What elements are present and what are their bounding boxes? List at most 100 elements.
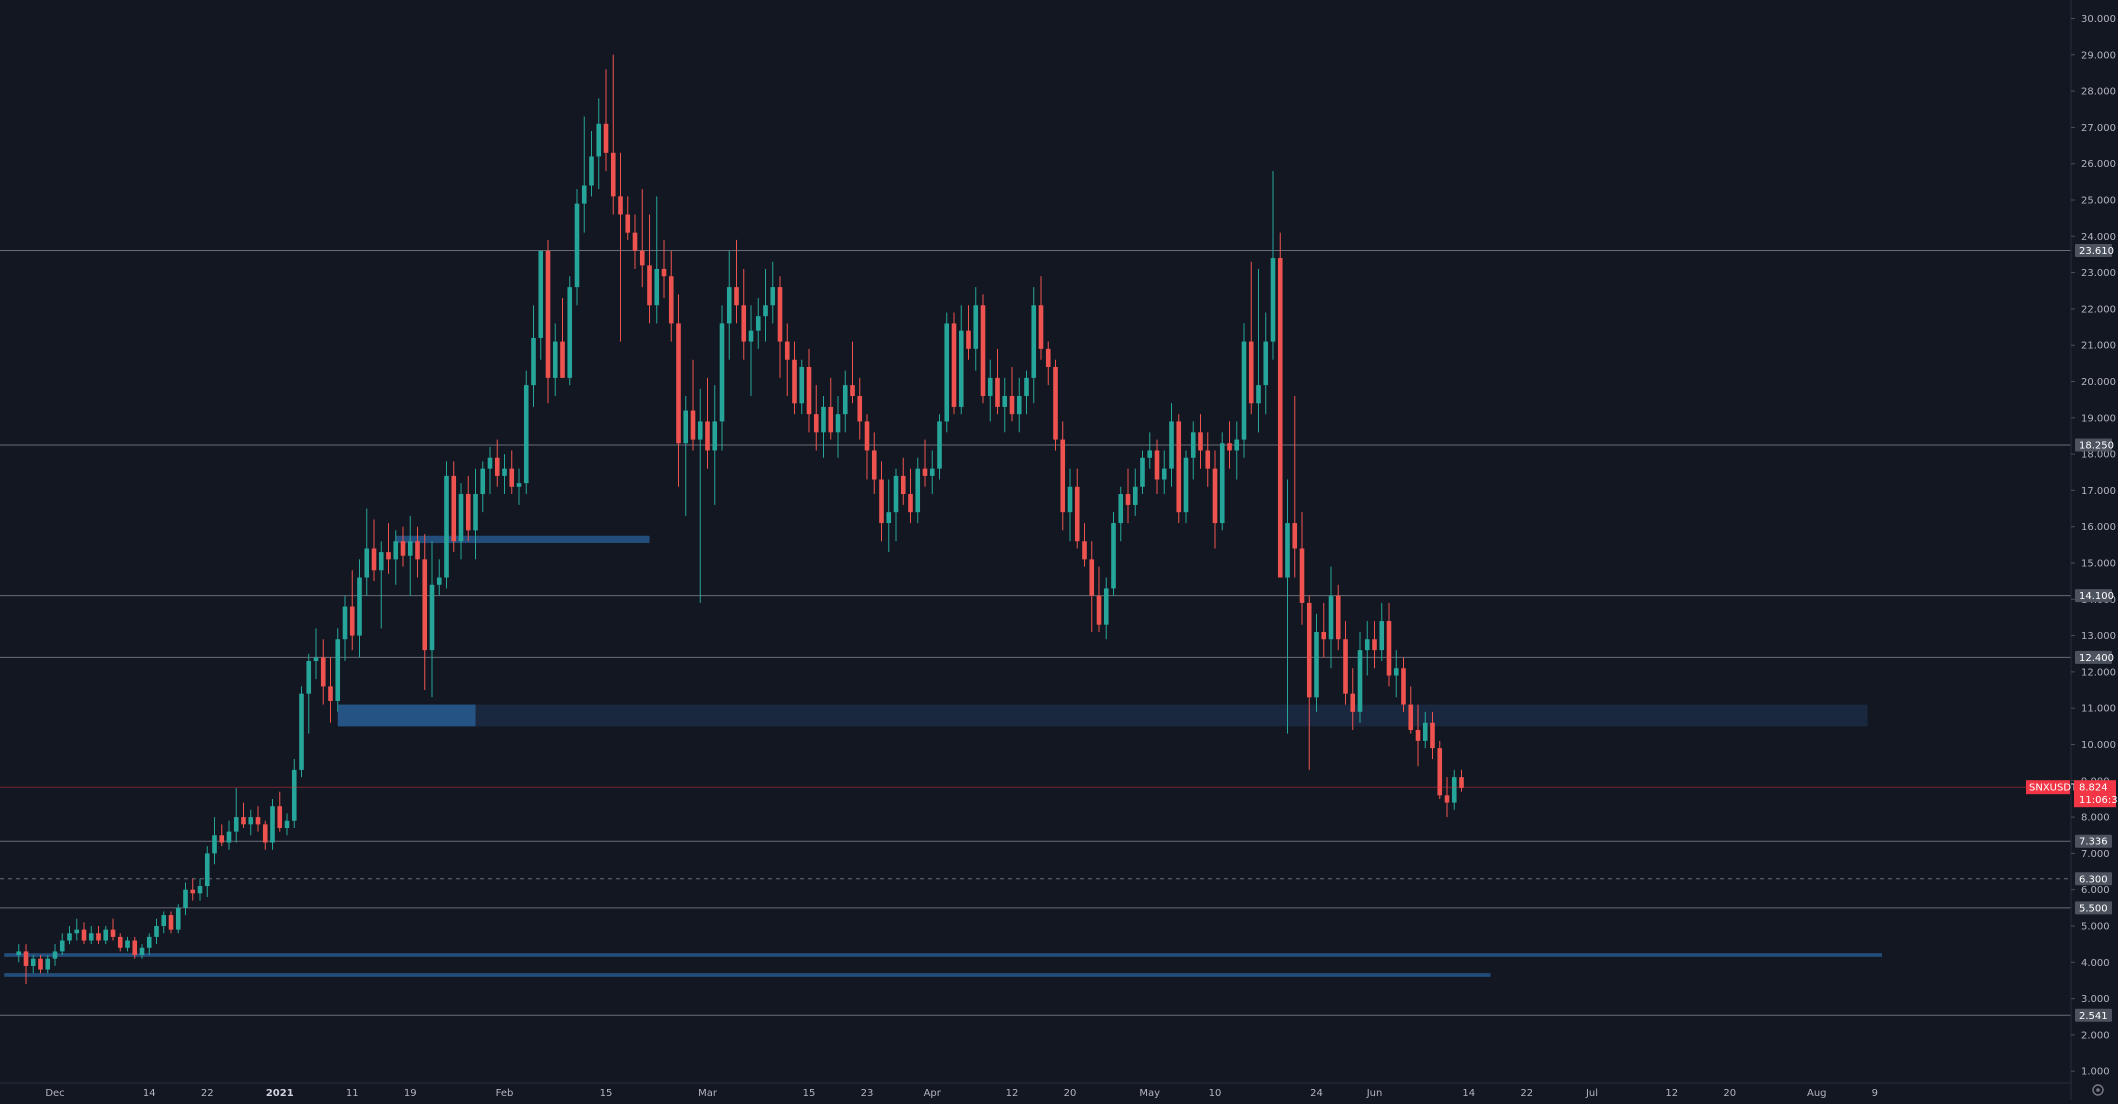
candle-48 <box>364 508 370 596</box>
candle-body <box>509 468 515 487</box>
candle-108 <box>799 359 805 415</box>
candle-80 <box>596 98 602 190</box>
candle-body <box>610 152 616 197</box>
candle-body <box>67 933 72 941</box>
candle-body <box>668 276 674 324</box>
candle-2 <box>30 955 36 974</box>
candle-133 <box>980 294 986 404</box>
candle-body <box>284 820 290 828</box>
candle-193 <box>1415 704 1421 767</box>
candle-8 <box>74 918 80 941</box>
candle-49 <box>371 519 377 582</box>
candle-body <box>371 548 377 571</box>
candle-70 <box>523 370 529 495</box>
candle-body <box>1045 348 1051 367</box>
candle-101 <box>748 305 754 397</box>
candle-45 <box>342 595 348 662</box>
candle-body <box>581 185 587 204</box>
candle-body <box>1205 450 1211 469</box>
candle-body <box>589 156 594 186</box>
settings-gear-icon[interactable] <box>2092 1084 2104 1096</box>
x-tick-label-9: 15 <box>803 1088 816 1099</box>
candle-50 <box>378 541 384 629</box>
candle-body <box>154 926 159 937</box>
y-tick-label: 1.000 <box>2081 1067 2110 1078</box>
candle-34 <box>262 820 268 850</box>
candle-body <box>487 457 493 469</box>
candle-13 <box>110 918 116 941</box>
candle-body <box>45 958 51 970</box>
candle-body <box>1169 421 1174 469</box>
candle-63 <box>473 468 478 560</box>
candle-body <box>813 414 819 433</box>
level-label-6: 5.500 <box>2079 903 2108 914</box>
candle-body <box>328 686 333 701</box>
candle-92 <box>683 396 689 516</box>
candle-184 <box>1350 668 1356 730</box>
candle-body <box>596 123 602 157</box>
candle-30 <box>233 788 239 843</box>
candle-105 <box>777 276 783 378</box>
candle-124 <box>915 457 921 524</box>
candle-64 <box>480 461 486 513</box>
y-tick-label: 7.000 <box>2081 849 2110 860</box>
candle-10 <box>88 926 94 945</box>
candle-body <box>59 940 65 952</box>
price-axis[interactable]: 1.000 2.000 3.000 4.000 5.000 6.000 7.000 8.000… <box>2071 14 2116 1078</box>
x-tick-label-8: Mar <box>698 1088 718 1099</box>
candle-body <box>1190 432 1196 458</box>
candle-102 <box>755 298 761 349</box>
candle-body <box>719 323 725 422</box>
candle-88 <box>654 196 660 324</box>
candle-body <box>1459 777 1464 789</box>
candle-91 <box>676 294 681 487</box>
candle-118 <box>871 432 877 495</box>
candle-29 <box>226 820 232 850</box>
candle-body <box>1306 602 1312 698</box>
candle-136 <box>1002 377 1008 433</box>
candle-21 <box>168 911 174 934</box>
candle-127 <box>937 414 942 480</box>
candle-body <box>850 385 855 397</box>
candle-body <box>980 305 986 397</box>
candle-90 <box>668 250 674 342</box>
candle-180 <box>1321 602 1327 658</box>
candle-0 <box>16 944 22 963</box>
candle-126 <box>929 450 935 495</box>
candle-body <box>1212 468 1218 524</box>
candle-body <box>871 450 877 480</box>
candle-body <box>23 951 29 966</box>
candle-body <box>161 915 167 926</box>
candle-body <box>560 341 565 378</box>
candle-body <box>1364 639 1370 651</box>
candle-body <box>494 457 500 476</box>
candle-18 <box>146 933 152 956</box>
candle-body <box>792 359 797 404</box>
candle-body <box>480 468 486 495</box>
candle-body <box>806 366 812 415</box>
candle-159 <box>1169 403 1174 487</box>
level-label-box-1 <box>2075 438 2112 452</box>
candle-113 <box>835 396 841 458</box>
candle-47 <box>357 559 362 658</box>
x-tick-label-24: 9 <box>1872 1088 1878 1099</box>
candle-body <box>632 232 638 251</box>
candle-52 <box>393 530 399 585</box>
candle-156 <box>1147 432 1153 469</box>
candle-body <box>16 951 22 956</box>
candle-body <box>603 123 609 153</box>
candle-body <box>1256 385 1261 404</box>
candle-20 <box>161 911 167 934</box>
candle-69 <box>516 468 522 505</box>
candle-body <box>1299 548 1305 603</box>
candle-145 <box>1067 468 1073 542</box>
time-axis[interactable]: Dec 14 22 2021 11 19 Feb 15 Mar 15 23 Apr 12 20 May 10 2… <box>45 1088 1878 1099</box>
candle-body <box>1437 748 1443 796</box>
candle-155 <box>1140 450 1145 495</box>
candle-61 <box>458 483 464 560</box>
candle-152 <box>1118 486 1124 542</box>
level-label-4: 7.336 <box>2079 837 2108 848</box>
candle-157 <box>1154 439 1160 495</box>
